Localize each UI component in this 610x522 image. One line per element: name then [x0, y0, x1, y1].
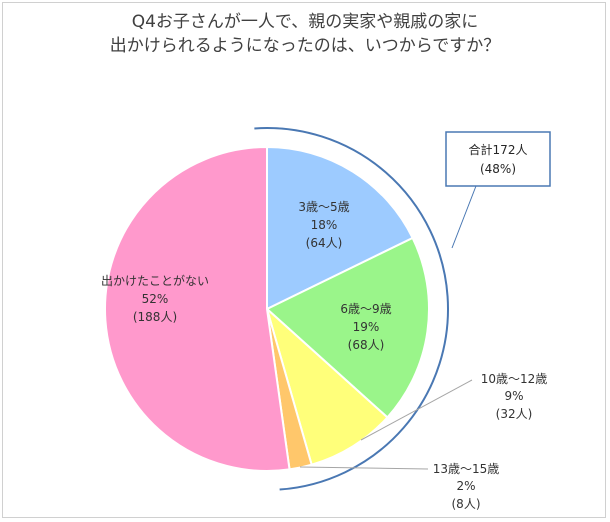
slice-label-13-15-name: 13歳～15歳	[433, 462, 500, 476]
pie-slices	[104, 145, 430, 472]
slice-label-13-15-count: (8人)	[452, 497, 481, 511]
pie-slice-3-5	[266, 145, 414, 311]
slice-label-3-5-count: (64人)	[306, 236, 343, 250]
callout-total-label: 合計172人	[469, 142, 528, 157]
leader-line-13-15	[299, 466, 429, 470]
callout-percent-label: (48%)	[480, 162, 516, 176]
slice-label-3-5-name: 3歳～5歳	[298, 200, 349, 214]
slice-label-13-15-percent: 2%	[456, 479, 475, 493]
title-line-2: 出かけられるようになったのは、いつからですか？	[109, 36, 501, 56]
slice-label-never-percent: 52%	[142, 292, 169, 306]
total-callout-box	[445, 131, 551, 187]
slice-label-never-count: (188人)	[133, 310, 177, 324]
slice-label-6-9-count: (68人)	[348, 338, 385, 352]
slice-label-never-name: 出かけたことがない	[101, 273, 209, 288]
title-line-1: Q4お子さんが一人で、親の実家や親戚の家に	[131, 12, 479, 32]
slice-label-10-12-percent: 9%	[504, 389, 523, 403]
chart-title: Q4お子さんが一人で、親の実家や親戚の家に 出かけられるようになったのは、いつか…	[0, 10, 610, 58]
slice-label-10-12-name: 10歳～12歳	[481, 372, 548, 386]
leader-line-10-12	[360, 379, 473, 441]
group-bracket-arc	[254, 127, 449, 491]
slice-label-3-5-percent: 18%	[311, 218, 338, 232]
pie-slice-never	[104, 145, 291, 472]
slice-label-6-9-percent: 19%	[353, 320, 380, 334]
pie-slice-10-12	[265, 305, 389, 466]
slice-label-10-12-count: (32人)	[496, 407, 533, 421]
callout-leader-line	[451, 185, 477, 249]
slice-label-6-9-name: 6歳～9歳	[340, 302, 391, 316]
pie-slice-6-9	[265, 236, 430, 419]
